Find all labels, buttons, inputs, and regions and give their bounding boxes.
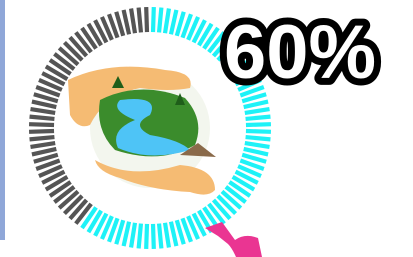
fill-segment: [171, 10, 176, 34]
fill-segment: [153, 7, 154, 32]
fill-segment: [139, 224, 141, 249]
track-segment: [131, 8, 135, 33]
fill-segment: [245, 143, 270, 147]
track-segment: [32, 102, 56, 107]
fill-segment: [124, 222, 129, 246]
fill-segment: [244, 149, 268, 154]
illustration: [68, 67, 216, 195]
percent-label: 60%: [224, 10, 376, 95]
page: 60% (() => { const data = JSON.parse(doc…: [0, 0, 413, 257]
fill-segment: [165, 223, 169, 248]
fill-segment: [165, 8, 169, 33]
fill-segment: [246, 117, 271, 119]
fill-segment: [246, 137, 271, 139]
fill-segment: [245, 109, 270, 113]
fill-segment: [244, 102, 268, 107]
track-segment: [30, 143, 55, 147]
track-segment: [32, 149, 56, 154]
side-bar: [0, 0, 5, 240]
pointer-arrow: [205, 222, 262, 257]
fill-segment: [146, 224, 147, 249]
track-segment: [30, 137, 55, 139]
track-segment: [29, 131, 54, 132]
track-segment: [146, 7, 147, 32]
fill-segment: [246, 131, 271, 132]
fill-segment: [159, 224, 161, 249]
track-segment: [124, 10, 129, 34]
track-segment: [29, 124, 54, 125]
fill-segment: [246, 124, 271, 125]
track-segment: [30, 117, 55, 119]
fill-segment: [159, 8, 161, 33]
track-segment: [139, 8, 141, 33]
fill-segment: [131, 223, 135, 248]
chart: 60%: [0, 0, 413, 257]
fill-segment: [171, 222, 176, 246]
track-segment: [30, 109, 55, 113]
fill-segment: [153, 224, 154, 249]
